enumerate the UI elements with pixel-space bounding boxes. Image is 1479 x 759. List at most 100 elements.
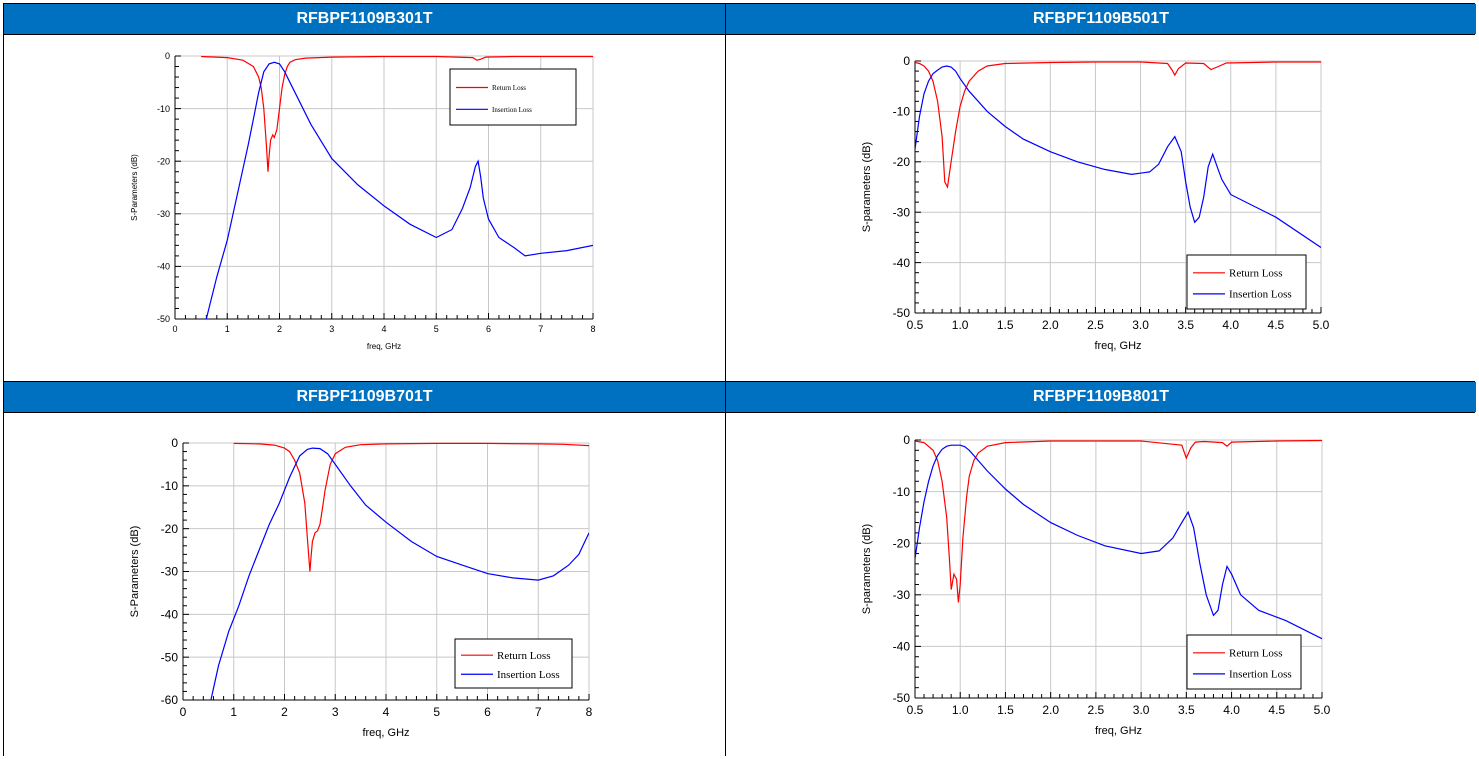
x-axis-label: freq, GHz — [362, 727, 409, 739]
x-tick-label: 2.5 — [1087, 318, 1104, 332]
panel-title-1: RFBPF1109B301T — [4, 4, 725, 34]
return-loss-line — [201, 55, 593, 172]
x-tick-label: 4.5 — [1268, 703, 1285, 717]
y-tick-label: -50 — [893, 306, 911, 320]
x-tick-label: 5.0 — [1313, 318, 1330, 332]
y-tick-label: -50 — [157, 314, 170, 324]
chart-cell-1: 0 1 2 3 4 5 6 7 8 0 -10 -20 -30 -40 -50 freq, GHz S-Para… — [4, 35, 725, 381]
legend: Return Loss Insertion Loss — [454, 638, 573, 689]
insertion-loss-line — [915, 444, 1322, 640]
y-tick-label: -50 — [893, 691, 911, 705]
x-tick-label: 0.5 — [907, 318, 924, 332]
chart-4: 0.5 1.0 1.5 2.0 2.5 3.0 3.5 4.0 4.5 5.0 0 -10 -20 -30… — [861, 433, 1331, 737]
panel-title-4: RFBPF1109B801T — [726, 382, 1476, 412]
y-tick-label: -20 — [893, 536, 911, 550]
y-tick-label: 0 — [903, 54, 910, 68]
x-axis-label: freq, GHz — [367, 342, 401, 351]
y-tick-label: 0 — [165, 51, 170, 61]
y-axis-label: S-parameters (dB) — [861, 524, 873, 614]
x-tick-label: 7 — [535, 705, 542, 719]
y-tick-label: -20 — [157, 156, 170, 166]
y-tick-label: -40 — [161, 608, 179, 622]
x-tick-label: 5 — [433, 705, 440, 719]
x-axis-label: freq, GHz — [1095, 725, 1142, 737]
legend-label: Insertion Loss — [1229, 669, 1292, 681]
y-tick-label: 0 — [903, 433, 910, 447]
return-loss-line — [915, 61, 1321, 189]
x-tick-label: 2.5 — [1088, 703, 1105, 717]
legend-label: Insertion Loss — [497, 669, 560, 681]
legend-box — [454, 638, 573, 689]
insertion-loss-line — [210, 447, 589, 700]
y-tick-label: -30 — [161, 565, 179, 579]
legend-label: Return Loss — [497, 650, 550, 662]
x-tick-label: 3.0 — [1133, 703, 1150, 717]
x-axis-label: freq, GHz — [1094, 340, 1141, 352]
x-tick-label: 5.0 — [1314, 703, 1331, 717]
x-tick-label: 1 — [230, 705, 237, 719]
y-axis-label: S-parameters (dB) — [861, 142, 873, 232]
y-tick-label: -10 — [893, 105, 911, 119]
x-tick-label: 3.0 — [1132, 318, 1149, 332]
legend-label: Insertion Loss — [492, 106, 532, 114]
chart-3: 0 1 2 3 4 5 6 7 8 0 -10 -20 -30 -40 -50 -60 freq, GHz S-P… — [129, 436, 593, 739]
x-tick-label: 7 — [538, 324, 543, 334]
x-tick-label: 4.0 — [1222, 318, 1239, 332]
legend-label: Return Loss — [1229, 268, 1282, 280]
legend-label: Return Loss — [492, 84, 526, 92]
legend: Return Loss Insertion Loss — [1186, 254, 1307, 310]
y-tick-label: -30 — [893, 205, 911, 219]
legend-box — [449, 68, 577, 126]
x-tick-label: 4.0 — [1223, 703, 1240, 717]
legend: Return Loss Insertion Loss — [449, 68, 577, 126]
x-tick-label: 2.0 — [1042, 703, 1059, 717]
legend-label: Insertion Loss — [1229, 289, 1292, 301]
x-tick-label: 3.5 — [1177, 318, 1194, 332]
chart-cell-3: 0 1 2 3 4 5 6 7 8 0 -10 -20 -30 -40 -50 -60 freq, GHz S-P… — [4, 413, 725, 758]
panel-title-2: RFBPF1109B501T — [726, 4, 1476, 34]
y-tick-label: -30 — [893, 588, 911, 602]
x-tick-label: 0.5 — [907, 703, 924, 717]
chart-1: 0 1 2 3 4 5 6 7 8 0 -10 -20 -30 -40 -50 freq, GHz S-Para… — [130, 51, 596, 351]
y-axis-label: S-Parameters (dB) — [130, 154, 139, 221]
chart-cell-2: 0.5 1.0 1.5 2.0 2.5 3.0 3.5 4.0 4.5 5.0 0 -10 -20 -30… — [726, 35, 1476, 381]
insertion-loss-line — [915, 65, 1321, 248]
x-tick-label: 3 — [329, 324, 334, 334]
x-tick-label: 3 — [332, 705, 339, 719]
x-tick-label: 1.0 — [952, 703, 969, 717]
x-tick-label: 5 — [434, 324, 439, 334]
x-tick-label: 1.0 — [952, 318, 969, 332]
y-tick-label: -30 — [157, 209, 170, 219]
x-tick-label: 1.5 — [997, 318, 1014, 332]
y-tick-label: -50 — [161, 650, 179, 664]
legend-box — [1186, 254, 1307, 310]
legend-box — [1186, 634, 1302, 690]
y-tick-label: -10 — [161, 479, 179, 493]
y-tick-label: -20 — [161, 522, 179, 536]
x-tick-label: 4 — [381, 324, 386, 334]
x-tick-label: 6 — [484, 705, 491, 719]
charts-table: RFBPF1109B301T RFBPF1109B501T 0 1 2 3 4 5 6 7 8 0… — [3, 3, 1476, 758]
x-tick-label: 4.5 — [1268, 318, 1285, 332]
y-tick-label: -40 — [893, 256, 911, 270]
x-tick-label: 0 — [172, 324, 177, 334]
y-tick-label: -20 — [893, 155, 911, 169]
return-loss-line — [915, 439, 1322, 603]
x-tick-label: 2 — [281, 705, 288, 719]
chart-2: 0.5 1.0 1.5 2.0 2.5 3.0 3.5 4.0 4.5 5.0 0 -10 -20 -30… — [861, 54, 1330, 352]
x-tick-label: 8 — [590, 324, 595, 334]
y-tick-label: -40 — [157, 262, 170, 272]
y-tick-label: -60 — [161, 693, 179, 707]
y-tick-label: -40 — [893, 640, 911, 654]
y-tick-label: -10 — [893, 485, 911, 499]
x-tick-label: 2.0 — [1042, 318, 1059, 332]
x-tick-label: 6 — [486, 324, 491, 334]
x-tick-label: 8 — [586, 705, 593, 719]
y-axis-label: S-Parameters (dB) — [129, 526, 141, 618]
x-tick-label: 2 — [277, 324, 282, 334]
insertion-loss-line — [205, 61, 593, 319]
x-tick-label: 1 — [225, 324, 230, 334]
return-loss-line — [233, 442, 589, 572]
legend-label: Return Loss — [1229, 648, 1282, 660]
panel-title-3: RFBPF1109B701T — [4, 382, 725, 412]
